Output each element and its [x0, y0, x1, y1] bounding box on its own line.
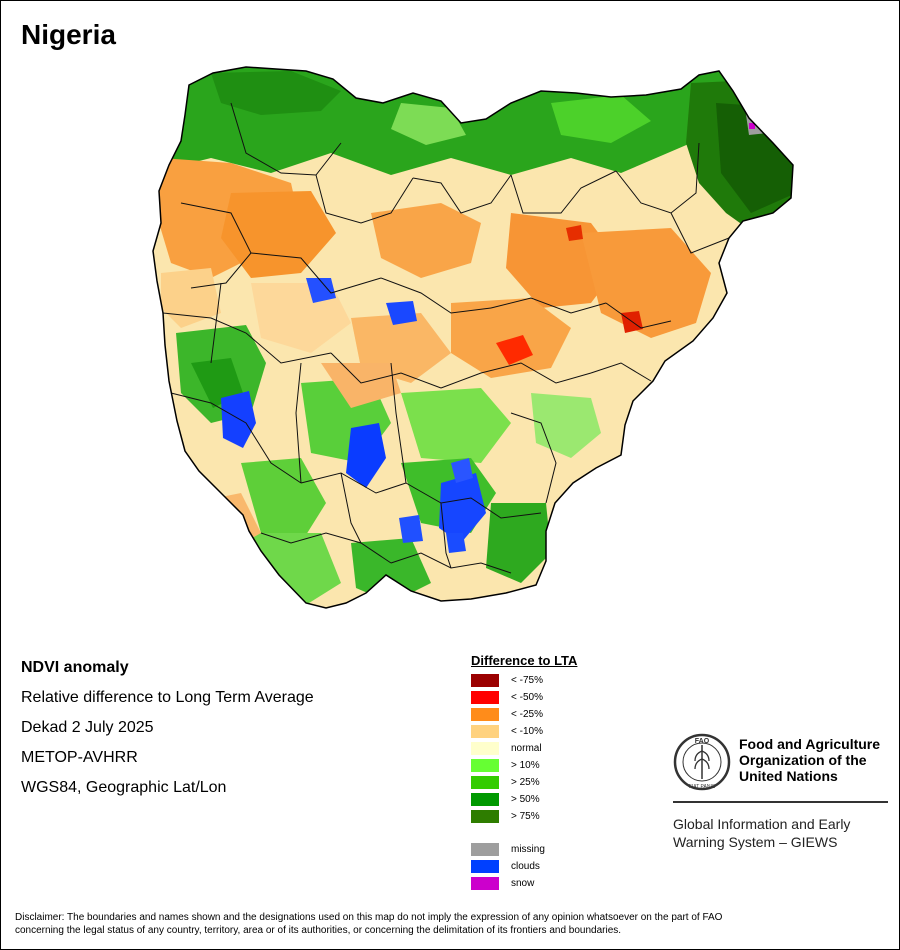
legend-label: > 75% [511, 811, 540, 822]
disclaimer: Disclaimer: The boundaries and names sho… [15, 911, 887, 937]
legend-item: < -50% [471, 689, 651, 706]
legend-item: < -10% [471, 723, 651, 740]
ndvi-anomaly-map [151, 63, 801, 618]
legend-swatch [471, 843, 499, 856]
legend-special: missing clouds snow [471, 841, 651, 892]
legend-label: > 50% [511, 794, 540, 805]
legend-label: < -75% [511, 675, 543, 686]
giews-line-1: Global Information and Early [673, 816, 851, 832]
sensor: METOP-AVHRR [21, 749, 138, 766]
legend-classes: < -75% < -50% < -25% < -10% normal > 10% > 25%… [471, 672, 651, 825]
projection: WGS84, Geographic Lat/Lon [21, 779, 227, 796]
legend-label: < -25% [511, 709, 543, 720]
legend-label: missing [511, 844, 545, 855]
legend-swatch [471, 810, 499, 823]
period: Dekad 2 July 2025 [21, 719, 154, 736]
map-title: Nigeria [21, 19, 116, 50]
legend-item: normal [471, 740, 651, 757]
legend-item: > 50% [471, 791, 651, 808]
legend-label: > 25% [511, 777, 540, 788]
anomaly-raster [153, 67, 793, 608]
legend-swatch [471, 725, 499, 738]
legend-item: > 10% [471, 757, 651, 774]
emblem-text: FAO [695, 738, 710, 745]
legend-item: snow [471, 875, 651, 892]
legend-item: > 75% [471, 808, 651, 825]
map-svg [152, 66, 794, 609]
legend-item: clouds [471, 858, 651, 875]
legend-swatch [471, 776, 499, 789]
legend-swatch [471, 759, 499, 772]
legend-swatch [471, 674, 499, 687]
legend-swatch [471, 691, 499, 704]
map-info: NDVI anomaly Relative difference to Long… [21, 657, 314, 807]
legend-label: > 10% [511, 760, 540, 771]
legend-label: normal [511, 743, 542, 754]
legend-title: Difference to LTA [471, 653, 578, 668]
product-description: Relative difference to Long Term Average [21, 689, 314, 706]
legend-label: snow [511, 878, 535, 889]
giews-line-2: Warning System – GIEWS [673, 834, 838, 850]
disclaimer-line-1: Disclaimer: The boundaries and names sho… [15, 912, 723, 923]
fao-emblem-icon: FAO FIAT PANIS [673, 733, 731, 791]
legend-item: < -25% [471, 706, 651, 723]
legend-swatch [471, 877, 499, 890]
org-name-line-2: Organization of the [739, 752, 867, 768]
legend-swatch [471, 742, 499, 755]
legend-item: missing [471, 841, 651, 858]
legend-label: < -50% [511, 692, 543, 703]
logo-divider [673, 801, 888, 803]
org-name-line-3: United Nations [739, 768, 838, 784]
state-boundaries [162, 102, 730, 574]
giews-name: Global Information and Early Warning Sys… [673, 815, 889, 851]
legend-swatch [471, 793, 499, 806]
legend-label: clouds [511, 861, 540, 872]
fao-organization-name: Food and Agriculture Organization of the… [739, 736, 889, 784]
product-name: NDVI anomaly [21, 659, 129, 676]
legend-item: < -75% [471, 672, 651, 689]
emblem-motto: FIAT PANIS [689, 784, 716, 790]
legend-item: > 25% [471, 774, 651, 791]
legend-swatch [471, 860, 499, 873]
disclaimer-line-2: concerning the legal status of any count… [15, 925, 622, 936]
legend-swatch [471, 708, 499, 721]
org-name-line-1: Food and Agriculture [739, 736, 881, 752]
legend: Difference to LTA < -75% < -50% < -25% < -1… [471, 653, 651, 892]
legend-label: < -10% [511, 726, 543, 737]
